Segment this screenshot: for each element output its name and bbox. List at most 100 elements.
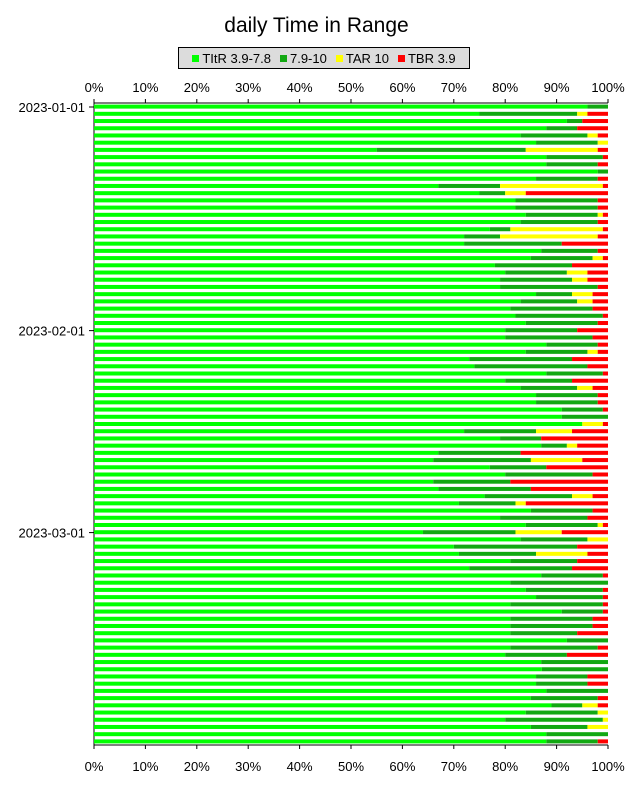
bar-segment-titr-3-9-7-8 — [94, 133, 521, 138]
bar-segment-titr-3-9-7-8 — [94, 710, 526, 715]
bar-segment-7-9-10 — [469, 566, 573, 571]
chart-title: daily Time in Range — [224, 14, 409, 37]
bar-segment-tbr-3-9 — [602, 212, 608, 217]
bar-segment-tbr-3-9 — [597, 739, 608, 744]
bar-segment-7-9-10 — [453, 544, 578, 549]
bar-segment-titr-3-9-7-8 — [94, 645, 511, 650]
bar-segment-tar-10 — [597, 522, 603, 527]
bar-segment-tbr-3-9 — [572, 566, 608, 571]
x-tick-label-bottom: 80% — [492, 759, 518, 774]
bar-segment-7-9-10 — [546, 739, 598, 744]
bar-segment-7-9-10 — [561, 407, 603, 412]
bar-segment-7-9-10 — [438, 486, 531, 491]
bar-segment-titr-3-9-7-8 — [94, 566, 470, 571]
bar-segment-7-9-10 — [546, 732, 608, 737]
bar-segment-tar-10 — [536, 551, 588, 556]
x-tick-label-bottom: 30% — [235, 759, 261, 774]
bar-segment-titr-3-9-7-8 — [94, 479, 434, 484]
bar-segment-tar-10 — [587, 349, 598, 354]
bar-segment-tbr-3-9 — [597, 645, 608, 650]
bar-segment-titr-3-9-7-8 — [94, 212, 526, 217]
bar-segment-7-9-10 — [520, 385, 578, 390]
bar-segment-7-9-10 — [500, 284, 598, 289]
bar-segment-titr-3-9-7-8 — [94, 559, 511, 564]
bar-segment-7-9-10 — [525, 212, 598, 217]
bar-segment-tbr-3-9 — [602, 602, 608, 607]
bar-segment-titr-3-9-7-8 — [94, 638, 567, 643]
bar-segment-7-9-10 — [515, 205, 598, 210]
bar-segment-tbr-3-9 — [572, 429, 608, 434]
bar-segment-titr-3-9-7-8 — [94, 616, 511, 621]
bar-segment-tbr-3-9 — [592, 494, 608, 499]
x-tick-label-bottom: 50% — [338, 759, 364, 774]
bar-segment-7-9-10 — [525, 349, 588, 354]
y-tick-label: 2023-03-01 — [19, 526, 86, 541]
bar-segment-7-9-10 — [505, 472, 593, 477]
bar-segment-titr-3-9-7-8 — [94, 602, 511, 607]
bar-segment-titr-3-9-7-8 — [94, 681, 537, 686]
bar-segment-7-9-10 — [546, 688, 608, 693]
bar-segment-tbr-3-9 — [561, 530, 608, 535]
bar-segment-tbr-3-9 — [592, 306, 608, 311]
bar-segment-7-9-10 — [520, 133, 588, 138]
bar-segment-7-9-10 — [469, 357, 573, 362]
bar-segment-titr-3-9-7-8 — [94, 111, 480, 116]
bar-segment-tbr-3-9 — [602, 407, 608, 412]
bar-segment-7-9-10 — [561, 609, 603, 614]
bar-segment-7-9-10 — [536, 140, 598, 145]
bar-segment-tbr-3-9 — [592, 292, 608, 297]
bar-segment-titr-3-9-7-8 — [94, 306, 511, 311]
bar-segment-tbr-3-9 — [577, 443, 608, 448]
bar-segment-7-9-10 — [561, 414, 608, 419]
bar-segment-7-9-10 — [505, 328, 578, 333]
bar-segment-7-9-10 — [530, 724, 588, 729]
bar-segment-titr-3-9-7-8 — [94, 551, 459, 556]
bar-segment-titr-3-9-7-8 — [94, 191, 480, 196]
bar-segment-tbr-3-9 — [602, 595, 608, 600]
bar-segment-7-9-10 — [510, 645, 598, 650]
bar-segment-titr-3-9-7-8 — [94, 450, 439, 455]
bar-segment-tar-10 — [597, 140, 608, 145]
bar-segment-tar-10 — [536, 429, 573, 434]
bar-segment-tbr-3-9 — [546, 465, 608, 470]
bar-segment-titr-3-9-7-8 — [94, 328, 506, 333]
bar-segment-tbr-3-9 — [577, 559, 608, 564]
bar-segment-7-9-10 — [597, 169, 608, 174]
legend-swatch-tbr — [397, 54, 405, 62]
legend: TItR 3.9-7.8 7.9-10 TAR 10 TBR 3.9 — [178, 47, 470, 69]
bar-segment-7-9-10 — [525, 587, 603, 592]
bar-segment-tbr-3-9 — [597, 147, 608, 152]
bar-segment-7-9-10 — [536, 400, 598, 405]
bar-segment-7-9-10 — [500, 436, 542, 441]
bar-segment-tbr-3-9 — [602, 422, 608, 426]
bar-segment-7-9-10 — [433, 479, 511, 484]
bar-segment-tbr-3-9 — [597, 176, 608, 181]
bar-segment-7-9-10 — [566, 638, 608, 643]
bar-segment-titr-3-9-7-8 — [94, 660, 542, 665]
bar-segment-tar-10 — [566, 443, 578, 448]
bar-segment-7-9-10 — [474, 364, 588, 369]
bar-segment-titr-3-9-7-8 — [94, 248, 542, 253]
x-tick-label-bottom: 90% — [544, 759, 570, 774]
legend-item-79-10: 7.9-10 — [279, 51, 327, 66]
bar-segment-titr-3-9-7-8 — [94, 414, 562, 419]
bar-segment-7-9-10 — [546, 155, 603, 160]
legend-swatch-79-10 — [279, 54, 287, 62]
bar-segment-titr-3-9-7-8 — [94, 220, 521, 225]
bar-segment-titr-3-9-7-8 — [94, 422, 583, 426]
bar-segment-titr-3-9-7-8 — [94, 284, 501, 289]
bar-segment-titr-3-9-7-8 — [94, 652, 506, 657]
bar-segment-7-9-10 — [464, 429, 537, 434]
x-tick-label-top: 0% — [85, 80, 104, 95]
bar-segment-7-9-10 — [546, 371, 603, 376]
bar-segment-titr-3-9-7-8 — [94, 155, 547, 160]
bar-segment-titr-3-9-7-8 — [94, 335, 506, 340]
bar-segment-tbr-3-9 — [602, 609, 608, 614]
bar-segment-7-9-10 — [510, 559, 578, 564]
bar-segment-7-9-10 — [510, 631, 578, 636]
bar-segment-tar-10 — [582, 703, 598, 708]
bar-segment-titr-3-9-7-8 — [94, 458, 434, 463]
bar-segment-tbr-3-9 — [597, 393, 608, 398]
bar-segment-tbr-3-9 — [597, 342, 608, 347]
